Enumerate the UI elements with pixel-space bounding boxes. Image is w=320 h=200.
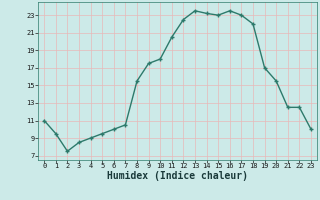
X-axis label: Humidex (Indice chaleur): Humidex (Indice chaleur) xyxy=(107,171,248,181)
